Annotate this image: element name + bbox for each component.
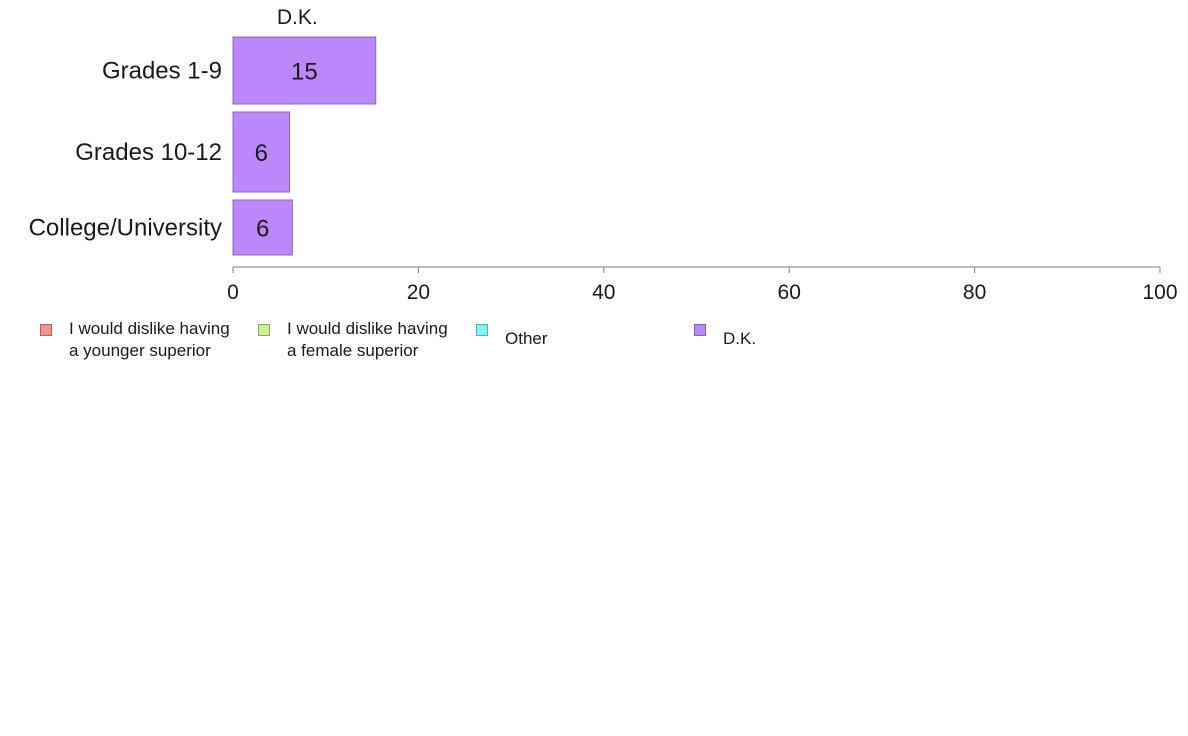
legend-label-line: D.K. (723, 329, 757, 348)
x-tick-label: 80 (963, 281, 986, 304)
legend-swatch (476, 324, 488, 336)
x-tick-label: 100 (1142, 281, 1177, 304)
legend-item: D.K. (694, 318, 756, 350)
legend-item: Other (476, 318, 548, 350)
category-label: College/University (29, 215, 222, 242)
legend-item: I would dislike having a female superior (258, 318, 448, 362)
legend-swatch (40, 324, 52, 336)
data-label: 6 (256, 216, 269, 243)
legend-label-line: I would dislike having (69, 319, 230, 338)
data-label: 15 (291, 59, 318, 86)
category-label: Grades 10-12 (75, 139, 222, 166)
legend-swatch (258, 324, 270, 336)
x-tick-label: 0 (227, 281, 239, 304)
x-tick-label: 60 (778, 281, 801, 304)
segment-header: D.K. (277, 6, 318, 29)
legend-label: I would dislike having a female superior (287, 318, 448, 362)
legend-label: D.K. (723, 328, 756, 350)
legend-label: I would dislike having a younger superior (69, 318, 230, 362)
x-tick-label: 20 (407, 281, 430, 304)
data-label: 6 (255, 140, 268, 167)
legend-label: Other (505, 328, 548, 350)
bar (232, 36, 377, 105)
legend: I would dislike having a younger superior… (0, 318, 1188, 368)
category-label: Grades 1-9 (102, 58, 222, 85)
legend-label-line: Other (505, 329, 548, 348)
legend-item: I would dislike having a younger superior (40, 318, 230, 362)
bar (232, 111, 291, 193)
legend-label-line: a younger superior (69, 341, 211, 360)
legend-swatch (694, 324, 706, 336)
chart: Grades 1-9 Grades 10-12 College/University… (29, 6, 1178, 304)
x-tick-label: 40 (592, 281, 615, 304)
bar (232, 199, 293, 256)
legend-label-line: a female superior (287, 341, 419, 360)
legend-label-line: I would dislike having (287, 319, 448, 338)
